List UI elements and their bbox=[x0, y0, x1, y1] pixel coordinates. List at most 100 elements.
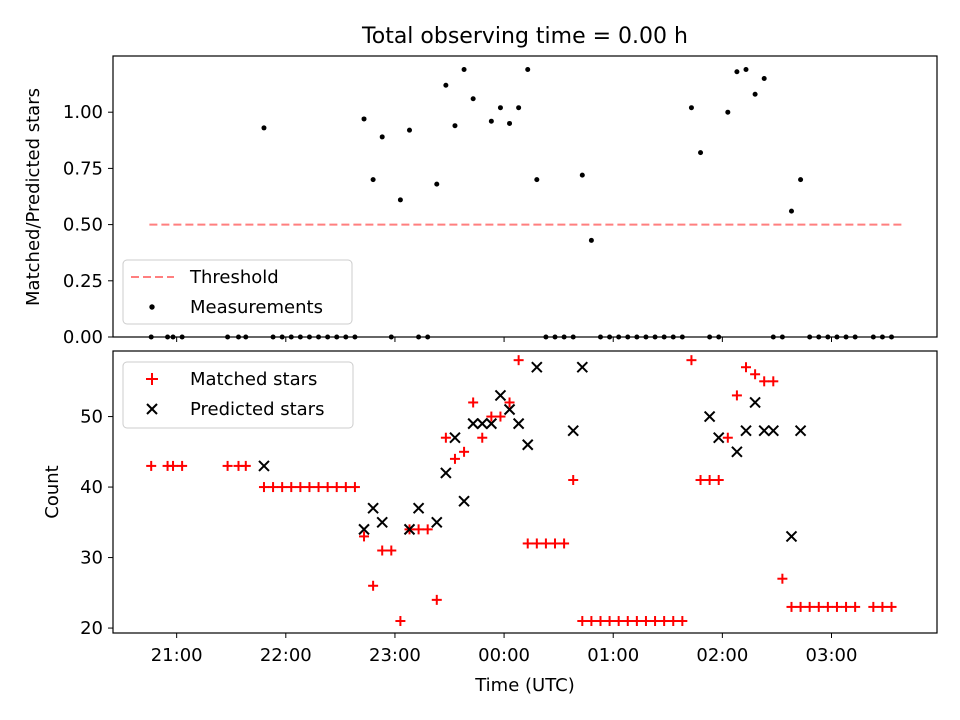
threshold-legend-label: Threshold bbox=[189, 267, 279, 288]
bottom-legend: Matched stars Predicted stars bbox=[122, 361, 354, 429]
matched-star-point bbox=[586, 616, 597, 627]
matched-star-point bbox=[495, 411, 506, 422]
matched-star-point bbox=[804, 601, 815, 612]
matched-star-point bbox=[168, 460, 179, 471]
measurement-point bbox=[370, 177, 376, 183]
predicted-star-point bbox=[713, 432, 725, 444]
matched-star-point bbox=[540, 538, 551, 549]
predicted-star-point bbox=[403, 523, 416, 536]
matched-star-point bbox=[258, 482, 269, 493]
top-panel-title: Total observing time = 0.00 h bbox=[361, 24, 688, 49]
measurement-point bbox=[443, 82, 449, 88]
measurement-point bbox=[434, 181, 440, 187]
matched-star-point bbox=[850, 601, 861, 612]
matched-star-point bbox=[704, 475, 715, 486]
measurement-point bbox=[452, 123, 458, 129]
matched-star-point bbox=[295, 482, 306, 493]
bottom-y-tick-label: 40 bbox=[80, 477, 103, 498]
matched-star-point bbox=[222, 460, 233, 471]
matched-star-point bbox=[559, 538, 570, 549]
matched-star-point bbox=[822, 601, 833, 612]
top-y-tick-label: 0.25 bbox=[63, 271, 103, 292]
measurement-point bbox=[470, 96, 476, 102]
top-y-tick-label: 1.00 bbox=[63, 102, 103, 123]
top-y-tick-label: 0.50 bbox=[63, 215, 103, 236]
matched-star-point bbox=[468, 397, 479, 408]
bottom-y-ticks: 20 30 40 50 bbox=[80, 407, 113, 639]
matched-star-point bbox=[695, 475, 706, 486]
predicted-star-point bbox=[767, 424, 779, 437]
measurement-point bbox=[461, 66, 467, 72]
predicted-star-point bbox=[367, 502, 379, 514]
predicted-star-point bbox=[576, 361, 589, 373]
predicted-star-point bbox=[412, 502, 425, 514]
matched-star-point bbox=[768, 376, 779, 387]
measurement-point bbox=[725, 109, 731, 115]
matched-star-point bbox=[504, 397, 515, 408]
matched-star-point bbox=[368, 580, 379, 591]
matched-star-point bbox=[686, 355, 697, 366]
predicted-star-point bbox=[503, 403, 516, 416]
matched-star-point bbox=[550, 538, 561, 549]
predicted-star-point bbox=[794, 424, 807, 437]
x-tick-label: 21:00 bbox=[151, 645, 203, 666]
measurement-point bbox=[379, 134, 385, 140]
matched-star-point bbox=[795, 601, 806, 612]
matched-star-point bbox=[750, 369, 761, 380]
predicted-star-point bbox=[258, 460, 270, 472]
matched-star-point bbox=[313, 482, 324, 493]
predicted-star-point bbox=[522, 439, 534, 451]
predicted-star-point bbox=[758, 424, 770, 437]
measurement-point bbox=[579, 172, 585, 178]
matched-star-point bbox=[477, 432, 488, 443]
matched-star-point bbox=[595, 616, 606, 627]
x-tick-label: 03:00 bbox=[806, 645, 858, 666]
predicted-star-point bbox=[458, 495, 470, 507]
matched-star-point bbox=[868, 601, 879, 612]
matched-star-point bbox=[622, 616, 633, 627]
matched-star-point bbox=[304, 482, 315, 493]
matched-star-point bbox=[531, 538, 542, 549]
top-legend: Threshold Measurements bbox=[122, 259, 353, 325]
measurement-point bbox=[525, 66, 531, 72]
bottom-axes-frame bbox=[112, 350, 938, 634]
measurement-point bbox=[743, 66, 749, 72]
measurement-point bbox=[397, 197, 403, 203]
matched-star-point bbox=[668, 616, 679, 627]
matched-star-point bbox=[177, 460, 188, 471]
x-tick-label: 23:00 bbox=[369, 645, 421, 666]
measurement-point bbox=[534, 177, 540, 183]
top-legend-box bbox=[122, 259, 353, 325]
measurement-point bbox=[361, 116, 367, 122]
matched-star-point bbox=[395, 616, 406, 627]
predicted-star-point bbox=[494, 389, 507, 402]
top-axes-frame bbox=[112, 55, 938, 338]
bottom-panel: 20 30 40 50 21:00 22:00 23:00 00:00 01:00 02:00 0… bbox=[42, 350, 938, 696]
matched-star-point bbox=[359, 531, 370, 542]
predicted-star-point bbox=[531, 361, 543, 373]
matched-star-point bbox=[413, 524, 424, 535]
predicted-star-point bbox=[358, 523, 370, 536]
measurement-point bbox=[788, 208, 794, 214]
x-tick-label: 00:00 bbox=[478, 645, 530, 666]
bottom-y-tick-label: 30 bbox=[80, 548, 103, 569]
matched-star-point bbox=[659, 616, 670, 627]
bottom-y-tick-label: 50 bbox=[80, 407, 103, 428]
matched-star-point bbox=[459, 446, 470, 457]
x-tick-label: 01:00 bbox=[587, 645, 639, 666]
matched-star-point bbox=[831, 601, 842, 612]
matched-star-point bbox=[813, 601, 824, 612]
matched-star-point bbox=[422, 524, 433, 535]
matched-star-point bbox=[431, 594, 442, 605]
bottom-plot-area bbox=[146, 355, 897, 627]
measurement-point bbox=[734, 69, 740, 75]
measurement-point bbox=[688, 105, 694, 111]
matched-star-point bbox=[886, 601, 897, 612]
matched-star-point bbox=[146, 460, 157, 471]
predicted-star-point bbox=[703, 410, 716, 423]
matched-star-point bbox=[486, 411, 497, 422]
matched-star-point bbox=[340, 482, 351, 493]
matched-star-point bbox=[513, 355, 524, 366]
matched-star-point bbox=[613, 616, 624, 627]
